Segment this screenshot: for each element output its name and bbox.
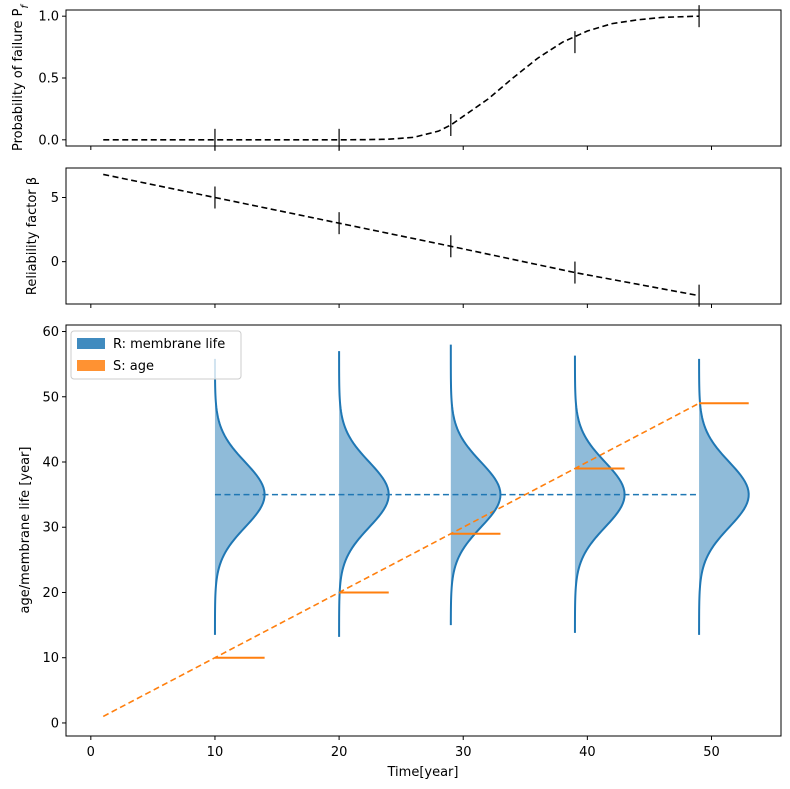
life-x-tick-label-0: 0	[87, 745, 95, 760]
resistance-curve-4	[698, 358, 750, 635]
legend-label-resistance: R: membrane life	[113, 337, 225, 352]
resistance-fill-2	[450, 344, 501, 626]
life-panel: 0 10 20 30 40 50 60 0 10 20 30 40 50 age/membrane l…	[18, 324, 782, 780]
reliability-y-tick-label-0: 0	[51, 255, 59, 270]
probability-axes-frame	[65, 9, 782, 147]
reliability-y-axis-label: Reliability factor β	[25, 177, 40, 295]
legend-frame	[70, 330, 242, 380]
resistance-distribution-fills	[214, 344, 749, 637]
reliability-error-marks	[214, 186, 700, 307]
reliability-dashed-curve	[103, 173, 700, 297]
life-y-tick-label-3: 30	[42, 521, 59, 536]
life-lines	[102, 402, 700, 718]
probability-y-axis-label: Probability of failure Pf	[11, 3, 31, 151]
life-x-tick-label-2: 20	[331, 745, 348, 760]
age-marks	[214, 402, 749, 659]
legend-swatch-age	[77, 360, 105, 371]
probability-x-ticks	[90, 146, 712, 150]
legend: R: membrane life S: age	[70, 330, 242, 380]
probability-panel: 0.0 0.5 1.0 Probability of failure Pf	[11, 3, 782, 151]
life-x-tick-label-1: 10	[207, 745, 224, 760]
resistance-curve-0	[213, 358, 266, 635]
life-axes-frame	[65, 324, 782, 737]
life-y-ticks: 0 10 20 30 40 50 60	[42, 325, 66, 731]
life-x-axis-label: Time[year]	[387, 765, 459, 780]
legend-label-age: S: age	[113, 359, 154, 374]
life-y-tick-label-5: 50	[42, 390, 59, 405]
reliability-y-tick-label-1: 5	[51, 191, 59, 206]
resistance-curve-2	[449, 344, 502, 626]
life-x-tick-label-3: 30	[455, 745, 472, 760]
reliability-panel: 05 Reliability factor β	[25, 167, 782, 308]
resistance-curve-1	[338, 351, 390, 637]
probability-y-tick-label-2: 1.0	[38, 10, 59, 25]
life-y-tick-label-0: 0	[51, 716, 59, 731]
resistance-fill-1	[339, 351, 389, 637]
resistance-distribution-curves	[213, 344, 750, 637]
age-dashed-line	[102, 402, 700, 718]
life-y-tick-label-6: 60	[42, 325, 59, 340]
reliability-x-ticks	[90, 304, 712, 308]
reliability-y-ticks: 05	[51, 191, 66, 270]
life-y-tick-label-4: 40	[42, 456, 59, 471]
life-x-ticks: 0 10 20 30 40 50	[87, 736, 720, 760]
legend-swatch-resistance	[77, 338, 105, 349]
reliability-axes-frame	[65, 167, 782, 305]
resistance-fill-0	[214, 358, 265, 635]
probability-y-ticks: 0.0 0.5 1.0	[38, 10, 66, 148]
probability-error-marks	[214, 5, 700, 151]
life-y-tick-label-1: 10	[42, 651, 59, 666]
life-x-tick-label-4: 40	[579, 745, 596, 760]
life-y-axis-label: age/membrane life [year]	[18, 447, 33, 614]
probability-dashed-curve	[103, 15, 700, 141]
life-y-tick-label-2: 20	[42, 586, 59, 601]
probability-curve-group	[103, 15, 700, 141]
probability-y-tick-label-0: 0.0	[38, 133, 59, 148]
resistance-curve-3	[573, 355, 626, 633]
reliability-curve-group	[103, 173, 700, 297]
life-x-tick-label-5: 50	[703, 745, 720, 760]
probability-y-tick-label-1: 0.5	[38, 72, 59, 87]
resistance-fill-4	[699, 358, 749, 635]
